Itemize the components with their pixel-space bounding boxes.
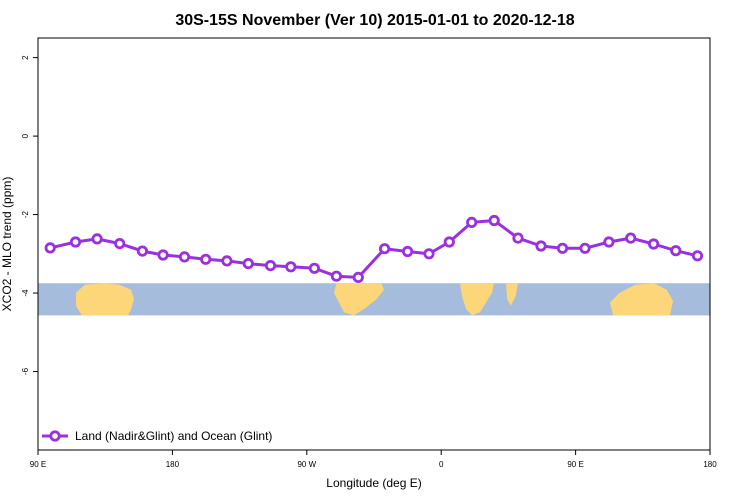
data-point (466, 216, 478, 228)
data-point (114, 238, 126, 250)
land-mass (506, 283, 518, 306)
data-point (69, 236, 82, 248)
chart-title: 30S-15S November (Ver 10) 2015-01-01 to … (175, 12, 574, 29)
data-point (136, 245, 148, 257)
data-point (285, 261, 297, 273)
data-point (330, 270, 342, 282)
y-tick-label: -4 (21, 289, 30, 297)
data-point (603, 236, 615, 248)
legend-marker (49, 430, 61, 442)
land-mass (460, 283, 494, 316)
x-tick-label: 90 W (297, 460, 316, 469)
land-mass (76, 283, 134, 316)
x-tick-label: 90 E (567, 460, 583, 469)
data-point (625, 232, 637, 244)
x-tick-label: 180 (166, 460, 180, 469)
data-point (579, 242, 591, 254)
legend: Land (Nadir&Glint) and Ocean (Glint) (42, 429, 272, 443)
data-point (264, 259, 277, 272)
legend-label: Land (Nadir&Glint) and Ocean (Glint) (75, 429, 272, 443)
land-mass (334, 283, 384, 316)
y-tick-label: 2 (21, 55, 30, 60)
land-mass (610, 283, 673, 316)
map-band (38, 283, 710, 316)
data-point (647, 238, 660, 250)
x-tick-label: 0 (439, 460, 444, 469)
y-axis-label: XCO2 - MLO trend (ppm) (0, 177, 14, 312)
x-tick-label: 180 (703, 460, 717, 469)
y-tick-label: 0 (21, 133, 30, 138)
data-point (670, 245, 682, 257)
y-tick-label: -6 (21, 367, 30, 375)
data-point (91, 233, 103, 245)
data-point (242, 257, 254, 270)
data-point (556, 242, 569, 254)
x-axis: 90 E 180 90 W 0 90 E 180 (30, 450, 717, 469)
data-point (535, 240, 547, 252)
data-point (423, 248, 435, 260)
series-layer (44, 214, 704, 283)
data-point (401, 245, 414, 258)
data-point (200, 253, 212, 265)
data-point (221, 255, 233, 267)
plot-frame (37, 37, 711, 451)
data-point (352, 271, 364, 283)
data-point (512, 232, 524, 244)
data-point (378, 243, 391, 255)
data-point (44, 242, 56, 254)
x-tick-label: 90 E (30, 460, 46, 469)
data-point (157, 249, 169, 261)
map-band-land (76, 283, 673, 316)
data-point (488, 214, 500, 227)
data-point (178, 251, 191, 263)
data-point (308, 262, 320, 274)
y-tick-label: -2 (21, 210, 30, 218)
data-point (443, 236, 455, 248)
data-point (691, 250, 704, 262)
x-axis-label: Longitude (deg E) (326, 476, 421, 490)
y-axis: 2 0 -2 -4 -6 (21, 55, 38, 375)
